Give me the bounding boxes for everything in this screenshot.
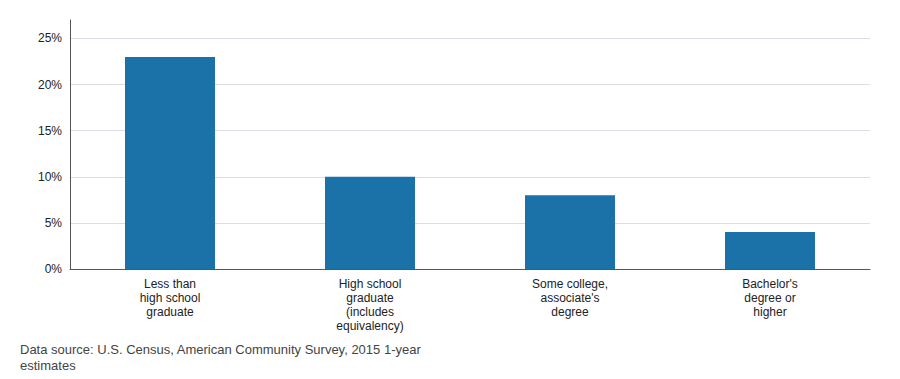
svg-text:equivalency): equivalency) — [336, 319, 403, 333]
svg-text:degree or: degree or — [744, 291, 795, 305]
svg-text:estimates: estimates — [20, 358, 76, 373]
svg-text:Bachelor's: Bachelor's — [742, 277, 798, 291]
svg-text:higher: higher — [753, 305, 786, 319]
svg-text:(includes: (includes — [346, 305, 394, 319]
svg-text:associate's: associate's — [541, 291, 600, 305]
svg-text:graduate: graduate — [146, 305, 194, 319]
svg-text:10%: 10% — [38, 170, 62, 184]
svg-text:25%: 25% — [38, 31, 62, 45]
svg-text:degree: degree — [551, 305, 589, 319]
svg-text:15%: 15% — [38, 124, 62, 138]
svg-text:Less than: Less than — [144, 277, 196, 291]
svg-text:5%: 5% — [45, 216, 63, 230]
svg-text:0%: 0% — [45, 262, 63, 276]
svg-text:High school: High school — [339, 277, 402, 291]
svg-text:graduate: graduate — [346, 291, 394, 305]
svg-text:Data source: U.S. Census, Amer: Data source: U.S. Census, American Commu… — [20, 342, 421, 357]
svg-text:high school: high school — [140, 291, 201, 305]
svg-text:20%: 20% — [38, 78, 62, 92]
svg-text:Some college,: Some college, — [532, 277, 608, 291]
